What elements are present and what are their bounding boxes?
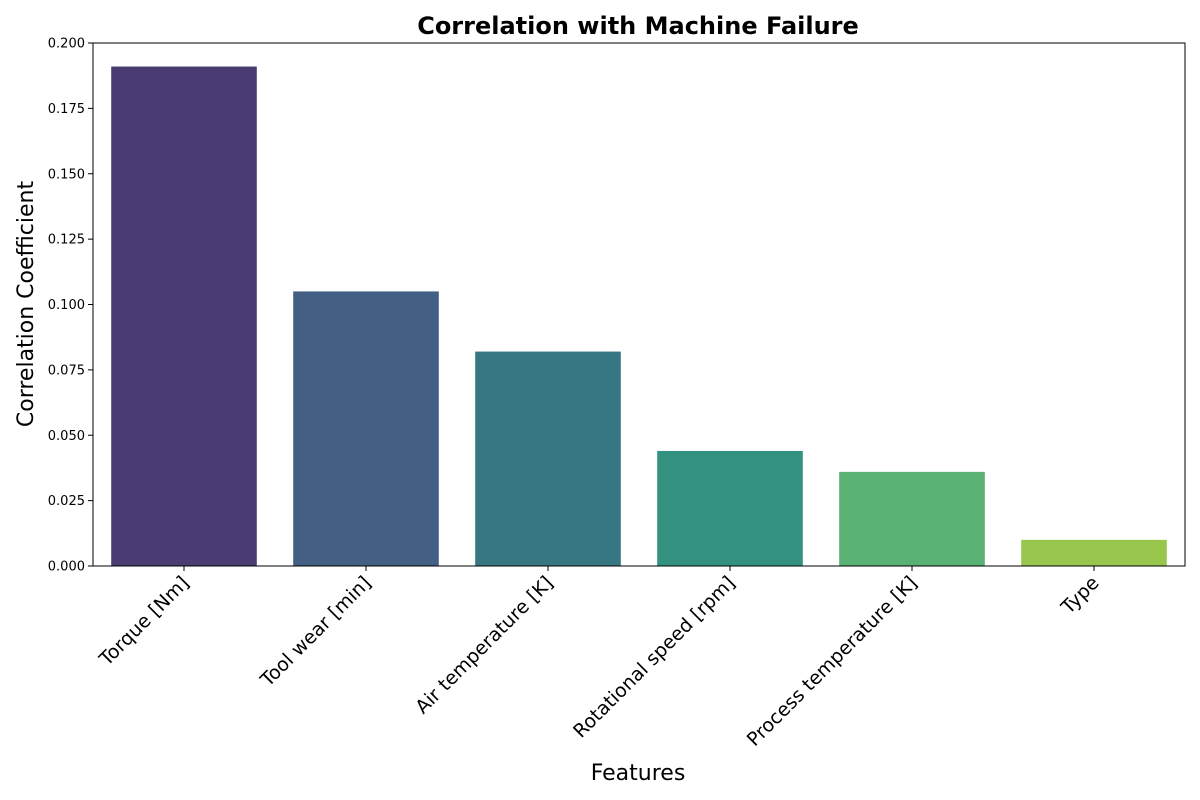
y-tick-label: 0.075: [48, 363, 85, 378]
bar: [111, 66, 257, 566]
y-tick-label: 0.025: [48, 494, 85, 509]
y-axis-title: Correlation Coefficient: [14, 181, 39, 428]
x-axis: Torque [Nm] Tool wear [min] Air temperatur…: [95, 566, 1104, 751]
y-tick-label: 0.175: [48, 102, 85, 117]
x-tick-label: Air temperature [K]: [411, 572, 557, 718]
x-tick-label: Type: [1056, 572, 1103, 619]
y-axis: 0.000 0.025 0.050 0.075 0.100 0.125 0.150 0.175…: [48, 37, 93, 575]
x-tick-label: Tool wear [min]: [256, 572, 376, 692]
bar: [1021, 539, 1167, 566]
bar: [475, 351, 621, 566]
bar: [839, 471, 985, 566]
x-tick-label: Rotational speed [rpm]: [569, 572, 739, 742]
plot-frame: [92, 42, 1186, 567]
bars-group: [111, 66, 1167, 566]
y-tick-label: 0.100: [48, 298, 85, 313]
y-tick-label: 0.150: [48, 167, 85, 182]
y-tick-label: 0.200: [48, 37, 85, 52]
bar: [293, 291, 439, 566]
chart-title: Correlation with Machine Failure: [417, 12, 859, 40]
x-axis-title: Features: [591, 761, 686, 786]
y-tick-label: 0.050: [48, 429, 85, 444]
x-tick-label: Torque [Nm]: [95, 572, 194, 671]
y-tick-label: 0.125: [48, 233, 85, 248]
y-tick-label: 0.000: [48, 560, 85, 575]
x-tick-label: Process temperature [K]: [743, 572, 922, 751]
bar: [657, 450, 803, 566]
